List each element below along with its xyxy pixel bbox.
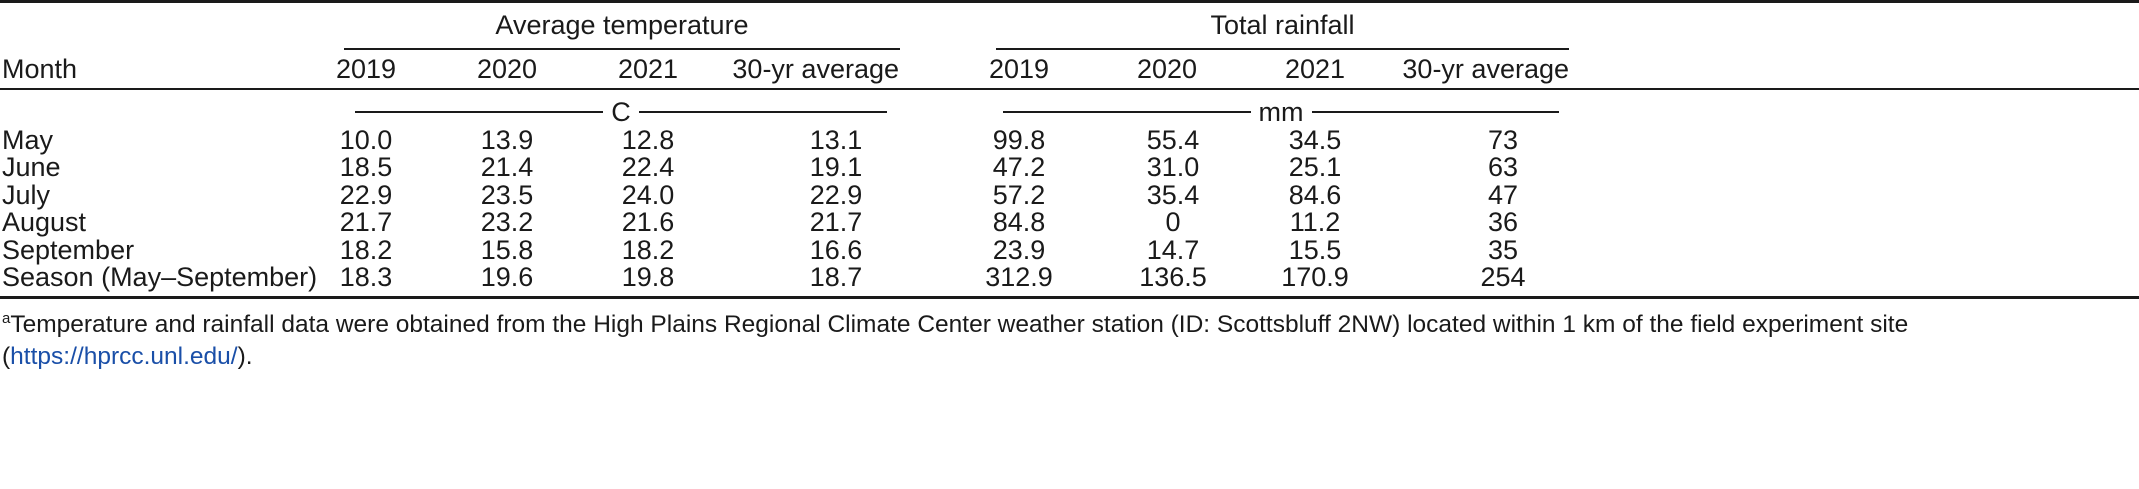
footnote-link[interactable]: https://hprcc.unl.edu/: [10, 343, 238, 370]
cell-rainfall: 136.5: [1139, 262, 1207, 292]
cell-temperature: 15.8: [480, 235, 534, 265]
cell-temperature: 22.9: [339, 180, 393, 210]
row-label-month: Season (May–September): [2, 262, 318, 292]
column-header-temperature: 2021: [617, 54, 679, 84]
cell-rainfall: 47: [1487, 180, 1519, 210]
unit-rule-right: [1311, 111, 1560, 113]
cell-rainfall: 15.5: [1288, 235, 1342, 265]
cell-temperature: 18.2: [339, 235, 393, 265]
cell-temperature: 23.5: [480, 180, 534, 210]
group-header-temperature: Average temperature: [495, 10, 749, 40]
footnote-text: Temperature and rainfall data were obtai…: [2, 311, 1909, 370]
cell-temperature: 19.1: [809, 152, 863, 182]
cell-temperature: 19.6: [480, 262, 534, 292]
cell-temperature: 21.4: [480, 152, 534, 182]
cell-temperature: 10.0: [339, 125, 393, 155]
cell-temperature: 24.0: [621, 180, 675, 210]
cell-temperature: 18.7: [809, 262, 863, 292]
column-header-rainfall: 30-yr average: [1402, 54, 1569, 84]
table-bottom-rule: [0, 296, 2139, 299]
column-header-temperature: 2019: [335, 54, 397, 84]
cell-temperature: 18.5: [339, 152, 393, 182]
unit-rule-right: [638, 111, 887, 113]
cell-temperature: 23.2: [480, 207, 534, 237]
cell-temperature: 16.6: [809, 235, 863, 265]
row-label-month: September: [2, 235, 135, 265]
cell-rainfall: 55.4: [1146, 125, 1200, 155]
table-footnote: aTemperature and rainfall data were obta…: [2, 309, 2136, 373]
footnote-marker: a: [2, 310, 11, 327]
cell-rainfall: 47.2: [992, 152, 1046, 182]
cell-rainfall: 84.6: [1288, 180, 1342, 210]
group-rule-rainfall: [996, 48, 1569, 50]
unit-label-rainfall: mm: [1258, 97, 1304, 127]
group-rule-temperature: [344, 48, 900, 50]
column-header-rainfall: 2020: [1136, 54, 1198, 84]
cell-temperature: 13.1: [809, 125, 863, 155]
cell-temperature: 18.3: [339, 262, 393, 292]
header-bottom-rule: [0, 88, 2139, 90]
cell-temperature: 13.9: [480, 125, 534, 155]
row-label-month: August: [2, 207, 87, 237]
cell-rainfall: 63: [1487, 152, 1519, 182]
cell-temperature: 22.4: [621, 152, 675, 182]
unit-label-temperature: C: [611, 97, 631, 127]
table-top-rule: [0, 0, 2139, 3]
cell-rainfall: 14.7: [1146, 235, 1200, 265]
cell-temperature: 21.6: [621, 207, 675, 237]
column-header-rainfall: 2021: [1284, 54, 1346, 84]
cell-temperature: 21.7: [339, 207, 393, 237]
row-label-month: May: [2, 125, 54, 155]
footnote-suffix: ).: [237, 343, 253, 370]
cell-rainfall: 170.9: [1281, 262, 1349, 292]
cell-temperature: 22.9: [809, 180, 863, 210]
cell-temperature: 12.8: [621, 125, 675, 155]
unit-rule-left: [1003, 111, 1251, 113]
cell-rainfall: 312.9: [985, 262, 1053, 292]
cell-rainfall: 0: [1165, 207, 1181, 237]
unit-row-temperature: C: [355, 95, 887, 129]
unit-row-rainfall: mm: [1003, 95, 1560, 129]
cell-rainfall: 36: [1487, 207, 1519, 237]
cell-rainfall: 254: [1480, 262, 1526, 292]
column-header-temperature: 30-yr average: [732, 54, 899, 84]
cell-rainfall: 84.8: [992, 207, 1046, 237]
column-header-rainfall: 2019: [988, 54, 1050, 84]
group-header-rainfall: Total rainfall: [1210, 10, 1355, 40]
cell-temperature: 19.8: [621, 262, 675, 292]
row-label-month: June: [2, 152, 61, 182]
cell-rainfall: 73: [1487, 125, 1519, 155]
cell-rainfall: 11.2: [1289, 207, 1341, 237]
cell-temperature: 18.2: [621, 235, 675, 265]
column-header-month: Month: [2, 54, 78, 84]
cell-rainfall: 35.4: [1146, 180, 1200, 210]
cell-temperature: 21.7: [809, 207, 863, 237]
cell-rainfall: 35: [1487, 235, 1519, 265]
cell-rainfall: 23.9: [992, 235, 1046, 265]
unit-rule-left: [355, 111, 604, 113]
cell-rainfall: 34.5: [1288, 125, 1342, 155]
cell-rainfall: 57.2: [992, 180, 1046, 210]
column-header-temperature: 2020: [476, 54, 538, 84]
row-label-month: July: [2, 180, 51, 210]
cell-rainfall: 31.0: [1146, 152, 1200, 182]
cell-rainfall: 99.8: [992, 125, 1046, 155]
cell-rainfall: 25.1: [1288, 152, 1342, 182]
